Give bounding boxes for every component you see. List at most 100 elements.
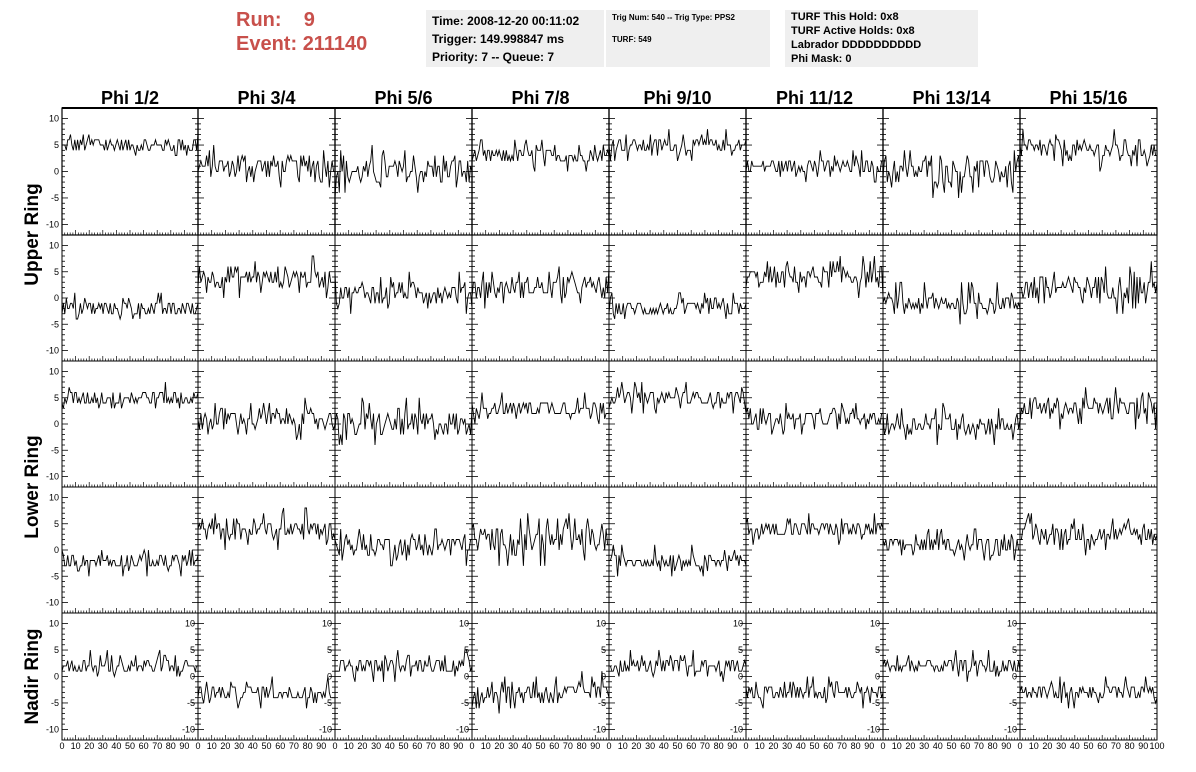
x-tick-label: 40 xyxy=(796,741,806,751)
x-tick-label: 20 xyxy=(84,741,94,751)
x-tick-label: 60 xyxy=(686,741,696,751)
x-tick-label: 80 xyxy=(851,741,861,751)
y-tick-label: 0 xyxy=(1012,672,1017,682)
x-tick-label: 100 xyxy=(1149,741,1164,751)
x-tick-label: 10 xyxy=(481,741,491,751)
x-tick-label: 0 xyxy=(743,741,748,751)
x-tick-label: 70 xyxy=(152,741,162,751)
waveform-trace xyxy=(197,676,335,709)
y-tick-label: 5 xyxy=(327,645,332,655)
y-tick-label: -10 xyxy=(182,724,195,734)
waveform-trace xyxy=(471,266,610,309)
x-tick-label: 70 xyxy=(974,741,984,751)
y-tick-label: -10 xyxy=(1004,724,1017,734)
x-tick-label: 70 xyxy=(837,741,847,751)
panel-frame xyxy=(745,234,884,362)
y-tick-label: 10 xyxy=(49,619,59,629)
x-tick-label: 70 xyxy=(426,741,436,751)
run-label: Run: xyxy=(236,9,282,31)
x-tick-label: 60 xyxy=(139,741,149,751)
x-tick-label: 50 xyxy=(672,741,682,751)
y-tick-label: 0 xyxy=(54,545,59,555)
x-tick-label: 10 xyxy=(71,741,81,751)
x-tick-label: 60 xyxy=(412,741,422,751)
panel-frame xyxy=(471,486,610,614)
x-tick-label: 90 xyxy=(453,741,463,751)
turf-active-line: TURF Active Holds: 0x8 xyxy=(791,25,915,37)
y-tick-label: 0 xyxy=(327,672,332,682)
y-tick-label: -10 xyxy=(319,724,332,734)
waveform-trace xyxy=(608,292,747,320)
x-tick-label: 30 xyxy=(371,741,381,751)
x-tick-label: 90 xyxy=(1001,741,1011,751)
y-tick-label: -10 xyxy=(456,724,469,734)
waveform-trace xyxy=(609,649,747,682)
x-tick-label: 10 xyxy=(207,741,217,751)
x-tick-label: 70 xyxy=(700,741,710,751)
x-tick-label: 20 xyxy=(1042,741,1052,751)
x-tick-label: 20 xyxy=(768,741,778,751)
x-tick-label: 30 xyxy=(919,741,929,751)
waveform-trace xyxy=(745,676,884,709)
waveform-trace xyxy=(197,507,336,551)
event-line: Event: 211140 xyxy=(236,32,416,56)
x-tick-label: 80 xyxy=(988,741,998,751)
x-tick-label: 40 xyxy=(659,741,669,751)
y-tick-label: 5 xyxy=(1012,645,1017,655)
x-tick-label: 20 xyxy=(357,741,367,751)
waveform-trace xyxy=(1019,129,1157,172)
waveform-trace xyxy=(882,402,1021,446)
x-tick-label: 20 xyxy=(631,741,641,751)
waveform-trace xyxy=(1020,513,1158,556)
y-tick-label: -10 xyxy=(46,472,59,482)
x-tick-label: 0 xyxy=(1017,741,1022,751)
y-tick-label: 0 xyxy=(464,672,469,682)
x-tick-label: 50 xyxy=(125,741,135,751)
run-line: Run: 9 xyxy=(236,8,416,32)
x-tick-label: 90 xyxy=(179,741,189,751)
turf-info-box: TURF This Hold: 0x8 TURF Active Holds: 0… xyxy=(785,10,978,67)
waveform-trace xyxy=(335,649,473,682)
x-tick-label: 50 xyxy=(398,741,408,751)
waveform-trace xyxy=(609,544,747,577)
waveform-trace xyxy=(882,528,1020,561)
y-tick-label: 5 xyxy=(54,393,59,403)
y-tick-label: 10 xyxy=(870,619,880,629)
time-info-box: Time: 2008-12-20 00:11:02 Trigger: 149.9… xyxy=(426,10,604,67)
trigger-line: Trigger: 149.998847 ms xyxy=(432,32,565,46)
x-tick-label: 40 xyxy=(933,741,943,751)
x-tick-label: 90 xyxy=(590,741,600,751)
column-title: Phi 13/14 xyxy=(912,88,990,108)
y-tick-label: 10 xyxy=(459,619,469,629)
panel-frame xyxy=(608,360,747,488)
panel-frame xyxy=(882,234,1021,362)
y-tick-label: -5 xyxy=(51,319,59,329)
y-tick-label: 0 xyxy=(601,672,606,682)
panel-frame xyxy=(61,360,199,488)
panel-frame xyxy=(745,107,884,236)
x-tick-label: 90 xyxy=(864,741,874,751)
y-tick-label: 5 xyxy=(601,645,606,655)
waveform-trace xyxy=(882,281,1021,325)
y-tick-label: 5 xyxy=(464,645,469,655)
x-tick-label: 20 xyxy=(905,741,915,751)
y-tick-label: 10 xyxy=(322,619,332,629)
phi-mask-line: Phi Mask: 0 xyxy=(791,53,852,65)
x-tick-label: 40 xyxy=(111,741,121,751)
labrador-line: Labrador DDDDDDDDDD xyxy=(791,39,922,51)
y-tick-label: -5 xyxy=(51,193,59,203)
y-tick-label: 10 xyxy=(49,241,59,251)
y-tick-label: -5 xyxy=(324,698,332,708)
run-value: 9 xyxy=(303,9,315,31)
y-tick-label: -5 xyxy=(735,698,743,708)
y-tick-label: -5 xyxy=(51,571,59,581)
panel-frame xyxy=(1019,612,1158,741)
x-tick-label: 0 xyxy=(332,741,337,751)
y-tick-label: -10 xyxy=(730,724,743,734)
waveform-trace xyxy=(61,292,199,321)
waveform-trace xyxy=(197,144,335,188)
x-tick-label: 40 xyxy=(1070,741,1080,751)
waveform-trace xyxy=(745,513,884,545)
turf-hold-line: TURF This Hold: 0x8 xyxy=(791,11,899,23)
